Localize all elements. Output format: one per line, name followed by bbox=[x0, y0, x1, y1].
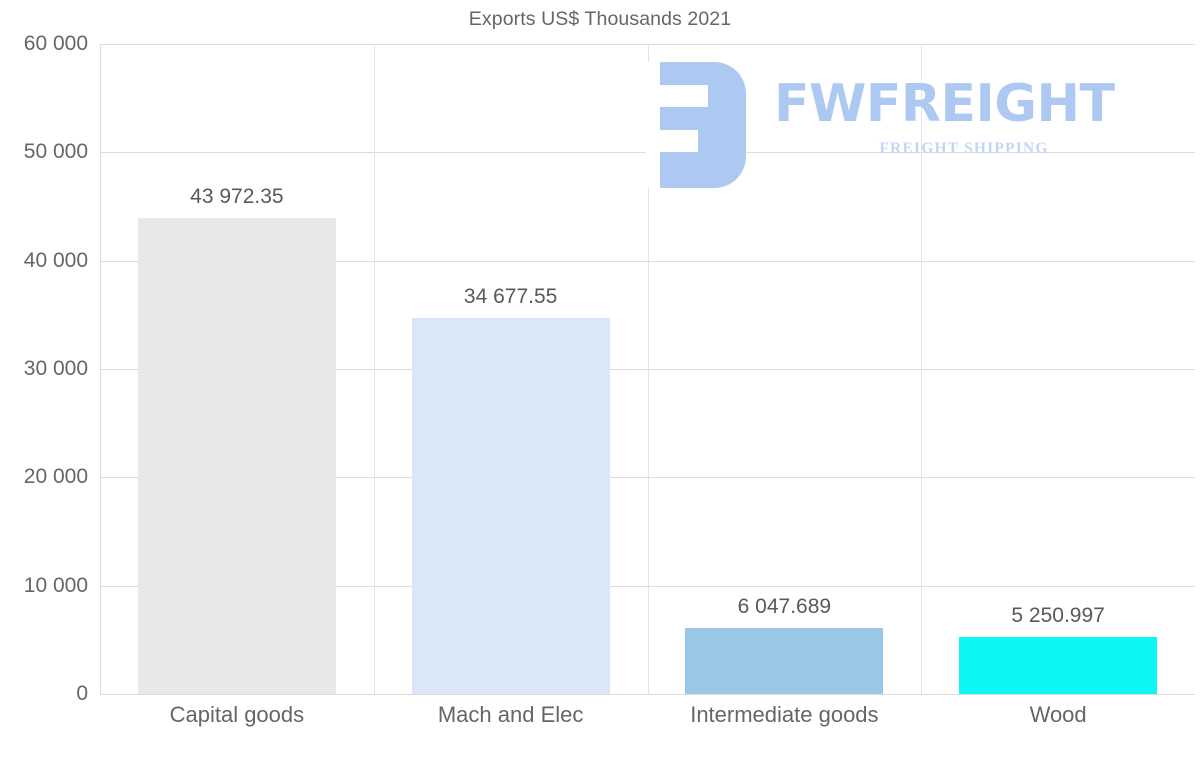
bar-value-label: 34 677.55 bbox=[463, 285, 558, 309]
x-axis-category-label: Intermediate goods bbox=[690, 702, 879, 727]
gridline-horizontal bbox=[100, 260, 1195, 262]
gridline-horizontal bbox=[100, 585, 1195, 587]
bar[interactable] bbox=[411, 318, 610, 694]
bar-value-label: 5 250.997 bbox=[1011, 604, 1105, 628]
gridline-horizontal bbox=[100, 694, 1195, 695]
y-axis-tick-label: 30 000 bbox=[23, 357, 88, 380]
bar[interactable] bbox=[959, 637, 1158, 694]
chart-title: Exports US$ Thousands 2021 bbox=[468, 8, 732, 30]
bar-value-label: 6 047.689 bbox=[737, 595, 832, 619]
y-axis: 0 10 000 20 000 30 000 40 000 50 000 60 000 bbox=[0, 0, 88, 763]
gridline-horizontal bbox=[100, 477, 1195, 479]
y-axis-tick-label: 50 000 bbox=[23, 140, 88, 164]
bar[interactable] bbox=[685, 628, 884, 694]
bar[interactable] bbox=[137, 217, 336, 694]
y-axis-tick-label: 10 000 bbox=[23, 573, 88, 597]
x-axis-category-label: Wood bbox=[1029, 702, 1087, 727]
x-axis-category-label: Capital goods bbox=[169, 702, 305, 727]
gridline-horizontal bbox=[100, 44, 1195, 45]
y-axis-tick-label: 40 000 bbox=[23, 248, 88, 272]
y-axis-tick-label: 0 bbox=[76, 682, 88, 705]
gridline-vertical bbox=[921, 44, 922, 694]
plot-area: 43 972.35 34 677.55 6 047.689 5 250.997 bbox=[100, 44, 1195, 695]
x-axis-category-label: Mach and Elec bbox=[437, 702, 584, 727]
gridline-vertical bbox=[374, 44, 375, 694]
gridline-vertical bbox=[648, 44, 649, 694]
bar-value-label: 43 972.35 bbox=[190, 184, 284, 208]
y-axis-tick-label: 60 000 bbox=[23, 32, 88, 55]
gridline-horizontal bbox=[100, 369, 1195, 370]
x-axis: Capital goods Mach and Elec Intermediate g… bbox=[100, 702, 1195, 742]
y-axis-tick-label: 20 000 bbox=[23, 465, 88, 489]
